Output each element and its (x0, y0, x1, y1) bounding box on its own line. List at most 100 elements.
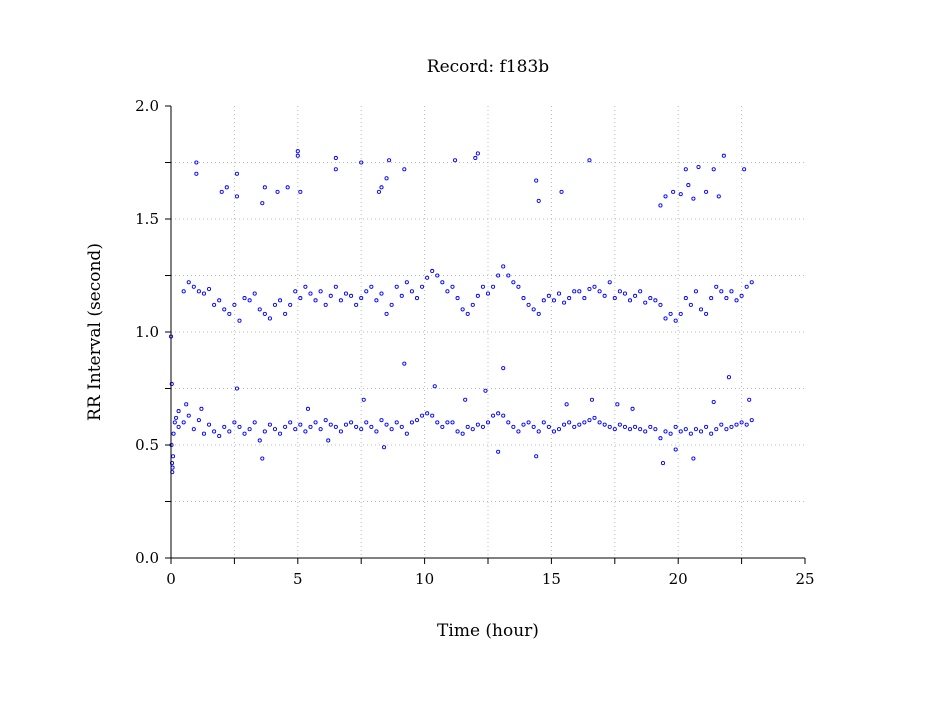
data-point (369, 284, 374, 289)
data-point (516, 429, 521, 434)
data-point (440, 280, 445, 285)
data-point (232, 420, 237, 425)
data-point (516, 284, 521, 289)
chart-title: Record: f183b (427, 57, 549, 77)
data-point (359, 296, 364, 301)
data-point (480, 424, 485, 429)
data-point (587, 418, 592, 423)
data-point (739, 420, 744, 425)
data-point (627, 298, 633, 303)
data-point (224, 185, 229, 190)
data-point (217, 433, 222, 439)
data-point (201, 291, 207, 296)
data-point (592, 284, 597, 289)
data-point (729, 289, 734, 294)
data-point (387, 158, 392, 163)
y-tick-label: 0.0 (135, 549, 159, 567)
data-point (222, 307, 227, 312)
data-point (475, 151, 480, 156)
data-point (199, 406, 204, 411)
data-point (414, 296, 420, 301)
data-point (704, 189, 709, 194)
data-point (559, 189, 564, 194)
data-point (298, 296, 303, 301)
data-point (747, 397, 752, 402)
data-point (414, 418, 420, 423)
data-point (572, 424, 577, 429)
data-point (658, 203, 663, 208)
data-point (430, 268, 435, 274)
data-point (359, 427, 364, 432)
data-point (222, 424, 227, 429)
data-point (739, 293, 744, 298)
data-point (260, 456, 265, 461)
data-point (328, 293, 333, 298)
data-point (678, 429, 683, 434)
data-point (683, 296, 688, 301)
data-point (298, 422, 303, 427)
data-point (318, 289, 323, 294)
data-point (169, 461, 175, 466)
data-point (630, 406, 635, 411)
data-point (734, 298, 739, 303)
data-point (349, 420, 354, 425)
data-point (194, 160, 199, 165)
data-point (384, 311, 389, 316)
data-point (328, 422, 333, 427)
data-point (272, 427, 278, 432)
data-point (653, 298, 658, 303)
data-point (172, 420, 177, 425)
data-point (313, 298, 318, 303)
data-point (638, 427, 643, 432)
data-point (333, 424, 338, 429)
data-point (602, 422, 607, 427)
data-point (364, 289, 369, 294)
data-point (592, 415, 597, 420)
data-point (333, 284, 338, 289)
data-point (361, 397, 366, 402)
data-point (627, 427, 633, 432)
data-point (658, 436, 663, 441)
data-point (485, 420, 491, 425)
x-tick-label: 20 (669, 570, 688, 588)
data-point (275, 189, 280, 194)
data-point (668, 431, 673, 436)
data-point (191, 427, 196, 432)
data-point (526, 302, 531, 307)
data-point (572, 289, 577, 294)
data-point (683, 427, 688, 432)
data-point (564, 402, 569, 407)
data-point (663, 316, 668, 321)
data-point (196, 289, 201, 294)
data-point (521, 422, 526, 427)
data-point (176, 424, 181, 429)
data-point (455, 429, 460, 434)
data-point (501, 413, 506, 418)
x-axis-label: Time (hour) (437, 621, 539, 641)
data-point (480, 284, 485, 289)
data-point (379, 418, 384, 423)
data-point (420, 284, 425, 289)
data-point (483, 388, 488, 393)
data-point (283, 424, 288, 429)
data-point (343, 291, 349, 296)
axes-layer: 0.0 0.5 1.0 1.5 2.0 0 5 10 15 20 25 (135, 97, 814, 588)
data-point (181, 420, 186, 425)
data-point (589, 397, 595, 402)
data-point (693, 427, 699, 432)
data-point (724, 427, 729, 432)
data-point (277, 298, 283, 303)
data-point (562, 300, 567, 305)
data-point (562, 422, 567, 427)
grid-layer (171, 106, 805, 558)
data-point (206, 287, 212, 292)
data-point (262, 311, 267, 316)
data-point (744, 284, 749, 289)
data-point (691, 196, 696, 201)
data-point (313, 420, 318, 425)
data-point (465, 311, 470, 316)
data-point (234, 171, 239, 176)
data-point (673, 424, 678, 429)
data-point (196, 418, 201, 423)
